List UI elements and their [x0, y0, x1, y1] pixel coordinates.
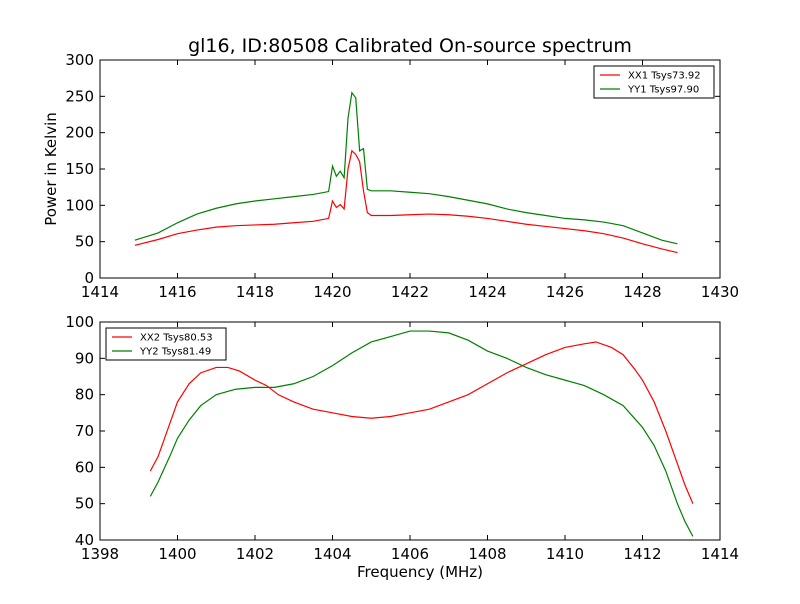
- y-tick-label: 90: [75, 349, 94, 367]
- legend-box: [593, 65, 715, 99]
- y-tick-label: 200: [65, 124, 94, 142]
- x-tick-label: 1418: [236, 283, 274, 301]
- y-tick-label: 100: [65, 196, 94, 214]
- x-tick-label: 1416: [158, 283, 196, 301]
- x-tick-label: 1402: [236, 545, 274, 563]
- x-tick-label: 1404: [313, 545, 351, 563]
- series-line-yy: [149, 330, 694, 537]
- legend-label: XX2 Tsys80.53: [140, 333, 213, 344]
- series-line-xx: [149, 341, 694, 504]
- series-line-xx: [134, 149, 678, 254]
- legend-label: YY2 Tsys81.49: [139, 347, 211, 358]
- x-tick-label: 1422: [391, 283, 429, 301]
- x-tick-label: 1430: [701, 283, 739, 301]
- y-tick-label: 50: [75, 495, 94, 513]
- y-tick-label: 40: [75, 531, 94, 549]
- legend-label: XX1 Tsys73.92: [628, 71, 701, 82]
- y-tick-label: 60: [75, 458, 94, 476]
- y-tick-label: 100: [65, 313, 94, 331]
- legend-label: YY1 Tsys97.90: [627, 85, 699, 96]
- x-tick-label: 1400: [158, 545, 196, 563]
- y-tick-label: 80: [75, 386, 94, 404]
- x-tick-label: 1412: [623, 545, 661, 563]
- y-tick-label: 0: [84, 269, 94, 287]
- y-tick-label: 70: [75, 422, 94, 440]
- x-tick-label: 1414: [701, 545, 739, 563]
- y-tick-label: 150: [65, 160, 94, 178]
- chart-title: gl16, ID:80508 Calibrated On-source spec…: [188, 35, 632, 57]
- x-tick-label: 1398: [81, 545, 119, 563]
- x-tick-label: 1420: [313, 283, 351, 301]
- y-tick-label: 50: [75, 233, 94, 251]
- top-panel: 1414 1416 1418 1420 1422 1424 1426 1428 1430 0 50 1…: [42, 51, 739, 301]
- y-tick-label: 250: [65, 87, 94, 105]
- bottom-panel: 1398 1400 1402 1404 1406 1408 1410 1412 1414 40 50…: [65, 313, 739, 581]
- y-axis-label: Power in Kelvin: [42, 112, 60, 226]
- series-line-yy: [134, 91, 678, 245]
- x-tick-label: 1414: [81, 283, 119, 301]
- x-tick-label: 1408: [468, 545, 506, 563]
- x-tick-label: 1428: [623, 283, 661, 301]
- x-tick-label: 1406: [391, 545, 429, 563]
- y-tick-label: 300: [65, 51, 94, 69]
- x-tick-label: 1426: [546, 283, 584, 301]
- legend-box: [105, 327, 227, 361]
- x-axis-label: Frequency (MHz): [357, 563, 483, 581]
- x-tick-label: 1410: [546, 545, 584, 563]
- x-tick-label: 1424: [468, 283, 506, 301]
